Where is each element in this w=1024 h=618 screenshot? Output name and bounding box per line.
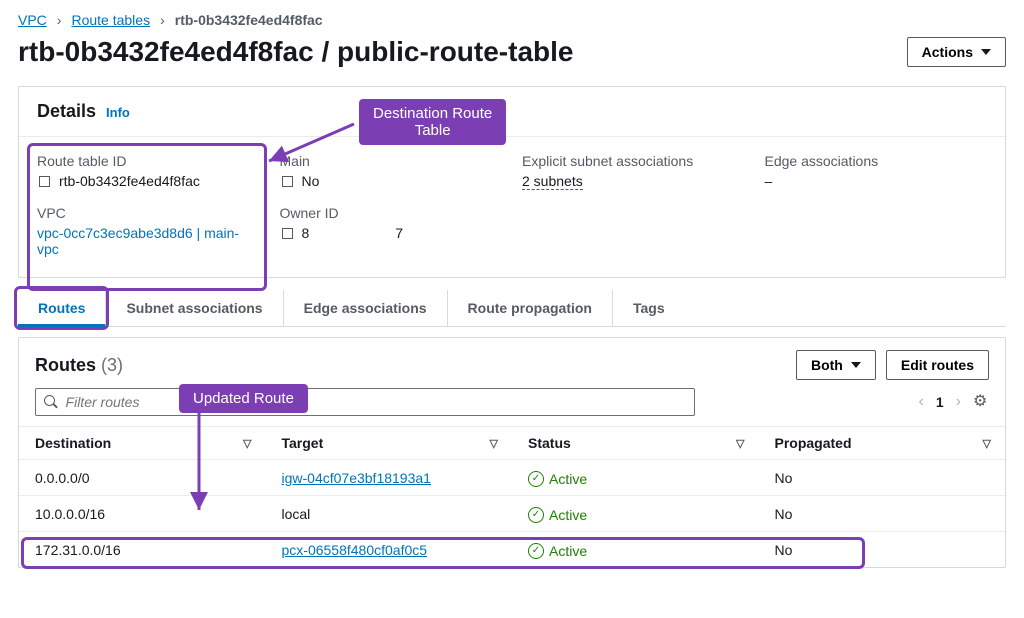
field-explicit-subnet: Explicit subnet associations 2 subnets	[522, 153, 745, 190]
field-label: Owner ID	[280, 205, 503, 221]
routes-count: (3)	[101, 355, 123, 375]
search-input[interactable]	[66, 394, 686, 410]
copy-icon[interactable]	[37, 174, 51, 188]
field-label: Route table ID	[37, 153, 260, 169]
col-label: Target	[282, 435, 324, 451]
target-link[interactable]: pcx-06558f480cf0af0c5	[282, 542, 428, 558]
col-target[interactable]: Target ▽	[266, 427, 513, 460]
cell-destination: 172.31.0.0/16	[19, 532, 266, 568]
routes-title: Routes (3)	[35, 355, 123, 376]
details-panel: Details Info Destination Route Table Rou…	[18, 86, 1006, 278]
sort-icon: ▽	[736, 437, 744, 450]
search-icon	[44, 395, 58, 409]
pager-page: 1	[936, 394, 944, 410]
arrow-icon	[184, 410, 214, 520]
edit-routes-button[interactable]: Edit routes	[886, 350, 989, 380]
tab-routes[interactable]: Routes	[18, 290, 106, 326]
field-route-table-id: Route table ID rtb-0b3432fe4ed4f8fac	[37, 153, 260, 189]
cell-status: Active	[512, 532, 759, 568]
breadcrumb-route-tables[interactable]: Route tables	[71, 12, 150, 28]
chevron-right-icon: ›	[160, 12, 165, 28]
cell-target: igw-04cf07e3bf18193a1	[266, 460, 513, 496]
status-badge: Active	[528, 543, 587, 559]
search-input-wrap[interactable]	[35, 388, 695, 416]
page-title: rtb-0b3432fe4ed4f8fac / public-route-tab…	[18, 36, 573, 68]
breadcrumb: VPC › Route tables › rtb-0b3432fe4ed4f8f…	[18, 12, 1006, 28]
col-label: Propagated	[775, 435, 852, 451]
cell-destination: 10.0.0.0/16	[19, 496, 266, 532]
filter-both-label: Both	[811, 357, 843, 373]
tab-subnet-associations[interactable]: Subnet associations	[106, 290, 283, 326]
routes-panel: Routes (3) Both Edit routes Updated Rout…	[18, 337, 1006, 568]
cell-target: pcx-06558f480cf0af0c5	[266, 532, 513, 568]
table-row: 172.31.0.0/16 pcx-06558f480cf0af0c5 Active…	[19, 532, 1005, 568]
field-edge-assoc: Edge associations –	[765, 153, 988, 189]
col-label: Status	[528, 435, 571, 451]
details-heading: Details	[37, 101, 96, 122]
field-label: Edge associations	[765, 153, 988, 169]
chevron-right-icon: ›	[57, 12, 62, 28]
arrow-icon	[259, 119, 359, 169]
actions-button-label: Actions	[922, 44, 973, 60]
sort-icon: ▽	[983, 437, 991, 450]
copy-icon[interactable]	[280, 174, 294, 188]
redacted-block	[317, 226, 387, 240]
tab-tags[interactable]: Tags	[613, 290, 685, 326]
col-status[interactable]: Status ▽	[512, 427, 759, 460]
table-row: 0.0.0.0/0 igw-04cf07e3bf18193a1 Active No	[19, 460, 1005, 496]
field-label: Explicit subnet associations	[522, 153, 745, 169]
pager: ‹ 1 ›	[919, 393, 989, 411]
tab-route-propagation[interactable]: Route propagation	[448, 290, 613, 326]
cell-status: Active	[512, 460, 759, 496]
vpc-link[interactable]: vpc-0cc7c3ec9abe3d8d6 | main-vpc	[37, 225, 260, 257]
main-value: No	[302, 173, 320, 189]
sort-icon: ▽	[490, 437, 498, 450]
status-badge: Active	[528, 471, 587, 487]
copy-icon[interactable]	[280, 226, 294, 240]
edge-assoc-value: –	[765, 173, 773, 189]
tab-edge-associations[interactable]: Edge associations	[284, 290, 448, 326]
tabs: Routes Subnet associations Edge associat…	[18, 290, 1006, 327]
explicit-subnet-value[interactable]: 2 subnets	[522, 173, 583, 190]
breadcrumb-vpc[interactable]: VPC	[18, 12, 47, 28]
sort-icon: ▽	[243, 437, 251, 450]
pager-next[interactable]: ›	[956, 393, 961, 411]
actions-button[interactable]: Actions	[907, 37, 1006, 67]
filter-both-button[interactable]: Both	[796, 350, 876, 380]
table-row: 10.0.0.0/16local Active No	[19, 496, 1005, 532]
status-badge: Active	[528, 507, 587, 523]
annotation-dest-route-table: Destination Route Table	[359, 99, 506, 145]
col-label: Destination	[35, 435, 111, 451]
field-vpc: VPC vpc-0cc7c3ec9abe3d8d6 | main-vpc	[37, 205, 260, 257]
cell-target: local	[266, 496, 513, 532]
routes-table: Destination ▽ Target ▽ Status ▽ Propagat…	[19, 426, 1005, 567]
pager-prev[interactable]: ‹	[919, 393, 924, 411]
cell-destination: 0.0.0.0/0	[19, 460, 266, 496]
field-owner-id: Owner ID 8 7	[280, 205, 503, 241]
breadcrumb-current: rtb-0b3432fe4ed4f8fac	[175, 12, 323, 28]
gear-icon[interactable]	[973, 394, 989, 410]
owner-id-suffix: 7	[395, 225, 403, 241]
info-link[interactable]: Info	[106, 105, 130, 120]
cell-propagated: No	[759, 496, 1006, 532]
cell-status: Active	[512, 496, 759, 532]
routes-title-text: Routes	[35, 355, 96, 375]
col-propagated[interactable]: Propagated ▽	[759, 427, 1006, 460]
cell-propagated: No	[759, 532, 1006, 568]
owner-id-prefix: 8	[302, 225, 310, 241]
field-label: VPC	[37, 205, 260, 221]
route-table-id-value: rtb-0b3432fe4ed4f8fac	[59, 173, 200, 189]
tab-label: Routes	[38, 300, 85, 316]
annotation-updated-route: Updated Route	[179, 384, 308, 413]
target-link[interactable]: igw-04cf07e3bf18193a1	[282, 470, 431, 486]
col-destination[interactable]: Destination ▽	[19, 427, 266, 460]
cell-propagated: No	[759, 460, 1006, 496]
